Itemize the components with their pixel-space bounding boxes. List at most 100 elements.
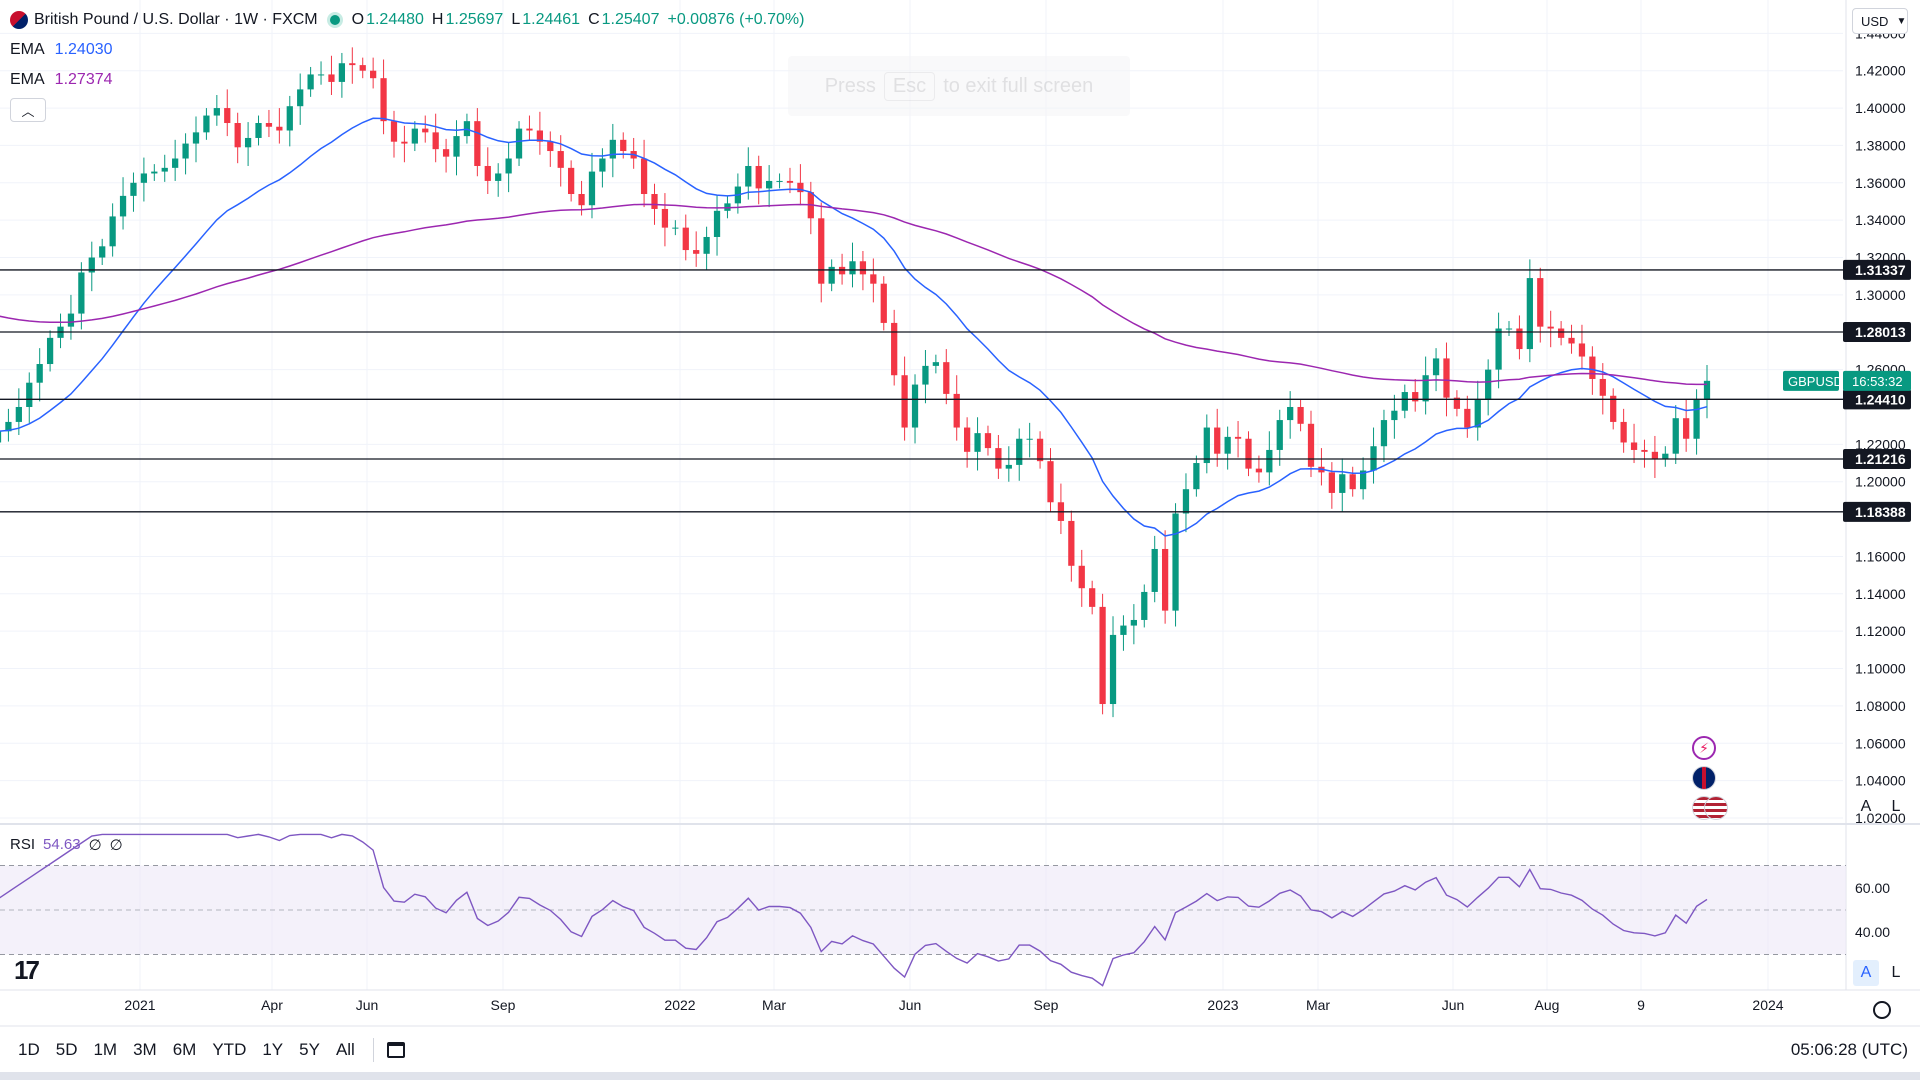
candle-body (755, 165, 762, 189)
candle-body (297, 89, 304, 107)
uk-us-flag-icon (10, 11, 28, 29)
candle-body (46, 337, 54, 365)
ema-slow-legend[interactable]: EMA 1.27374 (10, 68, 113, 92)
candle-body (1412, 392, 1419, 402)
candle-body (67, 313, 75, 327)
range-buttons: 1D 5D 1M 3M 6M YTD 1Y 5Y All (10, 1038, 408, 1062)
candle-body (213, 108, 220, 116)
price-tick-label: 1.06000 (1855, 735, 1906, 751)
rsi-auto-scale-button[interactable]: A (1853, 960, 1879, 986)
ohlc-change: +0.00876 (+0.70%) (667, 11, 805, 28)
rsi-legend[interactable]: RSI 54.63 ∅ ∅ (10, 836, 123, 854)
range-ytd[interactable]: YTD (212, 1040, 247, 1059)
candle-body (1526, 278, 1533, 350)
event-us[interactable] (1692, 796, 1730, 820)
chevron-up-icon: ︿ (21, 103, 35, 119)
candle-body (1578, 343, 1586, 357)
candle-body (828, 266, 835, 284)
candle-body (442, 149, 450, 157)
candle-body (776, 180, 783, 182)
collapse-legend-button[interactable]: ︿ (10, 98, 46, 122)
candle-body (1120, 625, 1127, 635)
candle-body (99, 246, 106, 258)
price-tick-label: 1.38000 (1855, 137, 1906, 153)
ohlc-open-label: O (351, 11, 365, 28)
candle-body (88, 257, 95, 273)
date-range-button[interactable] (384, 1038, 408, 1062)
range-6m[interactable]: 6M (172, 1040, 197, 1059)
log-scale-button[interactable]: L (1891, 798, 1901, 815)
candle-body (1547, 326, 1554, 329)
currency-selector[interactable]: USD ▼ (1852, 8, 1908, 34)
price-tick-label: 1.36000 (1855, 175, 1906, 191)
rsi-log-scale-button[interactable]: L (1891, 964, 1901, 981)
candle-body (1651, 451, 1659, 460)
candle-body (672, 227, 679, 229)
current-symbol-tag (1783, 370, 1839, 391)
tradingview-logo[interactable]: 17 (14, 955, 40, 985)
ohlc-close-label: C (588, 11, 600, 28)
candle-body (891, 322, 898, 376)
range-3m[interactable]: 3M (133, 1040, 157, 1059)
candle-body (1089, 588, 1096, 607)
range-5y[interactable]: 5Y (299, 1040, 320, 1059)
range-1y[interactable]: 1Y (262, 1040, 284, 1059)
candle-body (974, 433, 981, 452)
ema-fast-value: 1.24030 (54, 41, 113, 58)
candle-body (651, 194, 658, 209)
time-tick-label: 2021 (124, 997, 155, 1013)
candle-body (640, 158, 648, 195)
ohlc-low-label: L (511, 11, 521, 28)
candle-body (140, 173, 148, 183)
candle-body (1422, 375, 1429, 402)
ema-fast-legend[interactable]: EMA 1.24030 (10, 38, 113, 62)
clock-display[interactable]: 05:06:28 (UTC) (1790, 1040, 1908, 1059)
candle-body (1703, 380, 1711, 400)
candle-body (255, 123, 262, 138)
candle-body (1568, 337, 1575, 344)
settings-button[interactable] (1870, 998, 1894, 1022)
range-all[interactable]: All (335, 1040, 355, 1059)
range-1m[interactable]: 1M (93, 1040, 118, 1059)
candle-body (161, 167, 168, 172)
price-tick-label: 1.16000 (1855, 548, 1906, 564)
candle-body (703, 236, 710, 254)
candle-body (380, 78, 387, 122)
candle-body (1328, 472, 1335, 493)
symbol-legend[interactable]: British Pound / U.S. Dollar · 1W · FXCM … (10, 8, 804, 32)
candle-body (1474, 399, 1481, 428)
candle-body (1641, 449, 1648, 452)
rsi-extra-1: ∅ (88, 837, 102, 854)
candle-body (682, 227, 689, 251)
range-1d[interactable]: 1D (18, 1040, 40, 1059)
time-tick-label: Aug (1535, 997, 1560, 1013)
candle-body (1203, 427, 1210, 464)
candle-body (661, 208, 669, 228)
candle-body (588, 171, 596, 206)
range-5d[interactable]: 5D (55, 1040, 78, 1059)
candle-body (838, 266, 846, 275)
candle-body (307, 74, 314, 90)
candle-body (1432, 358, 1440, 376)
candle-body (265, 123, 273, 127)
candle-body (1151, 548, 1158, 592)
bottom-scrollbar[interactable] (0, 1072, 1920, 1080)
auto-scale-button[interactable]: A (1860, 798, 1872, 815)
candle-body (349, 63, 356, 66)
event-lightning[interactable]: ⚡ (1692, 736, 1716, 760)
candle-body (1610, 395, 1617, 422)
level-price-tag (1843, 501, 1911, 522)
event-uk[interactable] (1692, 766, 1716, 790)
candle-body (1182, 489, 1190, 514)
lightning-icon: ⚡ (1699, 739, 1709, 756)
price-tick-label: 1.02000 (1855, 810, 1906, 826)
candle-body (26, 382, 33, 407)
candle-body (911, 384, 919, 428)
rsi-tick-label: 40.00 (1855, 924, 1890, 940)
ohlc-open-value: 1.24480 (366, 11, 424, 28)
candle-body (922, 365, 929, 385)
toast-text-post: to exit full screen (943, 74, 1094, 97)
candle-body (484, 165, 491, 181)
fullscreen-toast: Press Esc to exit full screen (788, 56, 1130, 116)
